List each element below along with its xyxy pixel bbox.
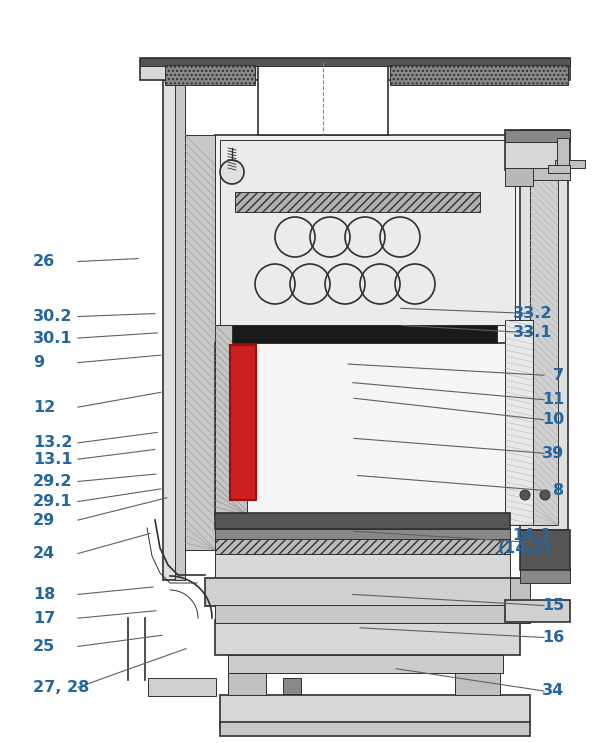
Bar xyxy=(232,325,497,343)
Text: 8: 8 xyxy=(553,483,564,498)
Bar xyxy=(215,325,247,515)
Bar xyxy=(220,695,530,725)
Text: 27, 28: 27, 28 xyxy=(33,680,89,695)
Text: 7: 7 xyxy=(553,368,564,383)
Bar xyxy=(140,58,570,66)
Text: 30.1: 30.1 xyxy=(33,331,73,345)
Text: 24: 24 xyxy=(33,546,55,561)
Text: 33.2: 33.2 xyxy=(512,306,552,321)
Text: 9: 9 xyxy=(33,355,44,370)
Bar xyxy=(215,539,510,579)
Bar xyxy=(555,160,585,168)
Bar xyxy=(205,578,525,606)
Bar xyxy=(520,130,568,530)
Bar xyxy=(215,513,510,529)
Bar xyxy=(520,530,570,570)
Text: 12: 12 xyxy=(33,400,55,415)
Bar xyxy=(505,168,533,186)
Text: 25: 25 xyxy=(33,639,55,654)
Text: 14.1
(14.2): 14.1 (14.2) xyxy=(498,528,552,557)
Text: 39: 39 xyxy=(542,446,564,461)
Bar xyxy=(215,343,513,515)
Bar xyxy=(215,135,523,515)
Bar xyxy=(390,65,568,85)
Text: 10: 10 xyxy=(542,412,564,427)
Bar xyxy=(530,168,570,180)
Bar xyxy=(220,722,530,736)
Bar xyxy=(175,80,185,580)
Text: 13.1: 13.1 xyxy=(33,452,73,467)
Text: 34: 34 xyxy=(542,684,564,698)
Text: 26: 26 xyxy=(33,254,55,269)
Text: 13.2: 13.2 xyxy=(33,435,73,450)
Bar xyxy=(557,138,569,168)
Bar xyxy=(228,673,266,695)
Circle shape xyxy=(520,490,530,500)
Bar xyxy=(220,140,515,325)
Text: 15: 15 xyxy=(542,598,564,613)
Bar xyxy=(548,165,570,173)
Text: 30.2: 30.2 xyxy=(33,309,73,324)
Text: 29: 29 xyxy=(33,513,55,528)
Bar xyxy=(530,135,558,525)
Bar xyxy=(505,600,570,622)
Bar xyxy=(215,620,520,655)
Text: 16: 16 xyxy=(542,630,564,645)
Bar xyxy=(520,568,570,583)
Bar xyxy=(165,65,255,85)
Bar xyxy=(148,678,216,696)
Bar xyxy=(235,192,480,212)
Bar xyxy=(455,673,500,695)
Bar xyxy=(230,345,256,500)
Text: 18: 18 xyxy=(33,587,55,602)
Text: 33.1: 33.1 xyxy=(512,325,552,340)
Bar xyxy=(258,60,388,135)
Text: 11: 11 xyxy=(542,392,564,407)
Bar xyxy=(505,320,533,525)
Bar xyxy=(163,80,185,580)
Bar xyxy=(140,58,570,80)
Text: 29.2: 29.2 xyxy=(33,474,73,489)
Circle shape xyxy=(220,160,244,184)
Bar xyxy=(228,655,503,673)
Text: 29.1: 29.1 xyxy=(33,494,73,509)
Bar xyxy=(215,605,510,623)
Bar xyxy=(505,130,570,170)
Bar xyxy=(505,130,570,142)
Bar xyxy=(510,578,530,623)
Bar xyxy=(215,529,510,539)
Bar xyxy=(185,135,215,550)
Circle shape xyxy=(540,490,550,500)
Bar xyxy=(215,539,510,554)
Bar xyxy=(283,678,301,694)
Text: 17: 17 xyxy=(33,611,55,626)
